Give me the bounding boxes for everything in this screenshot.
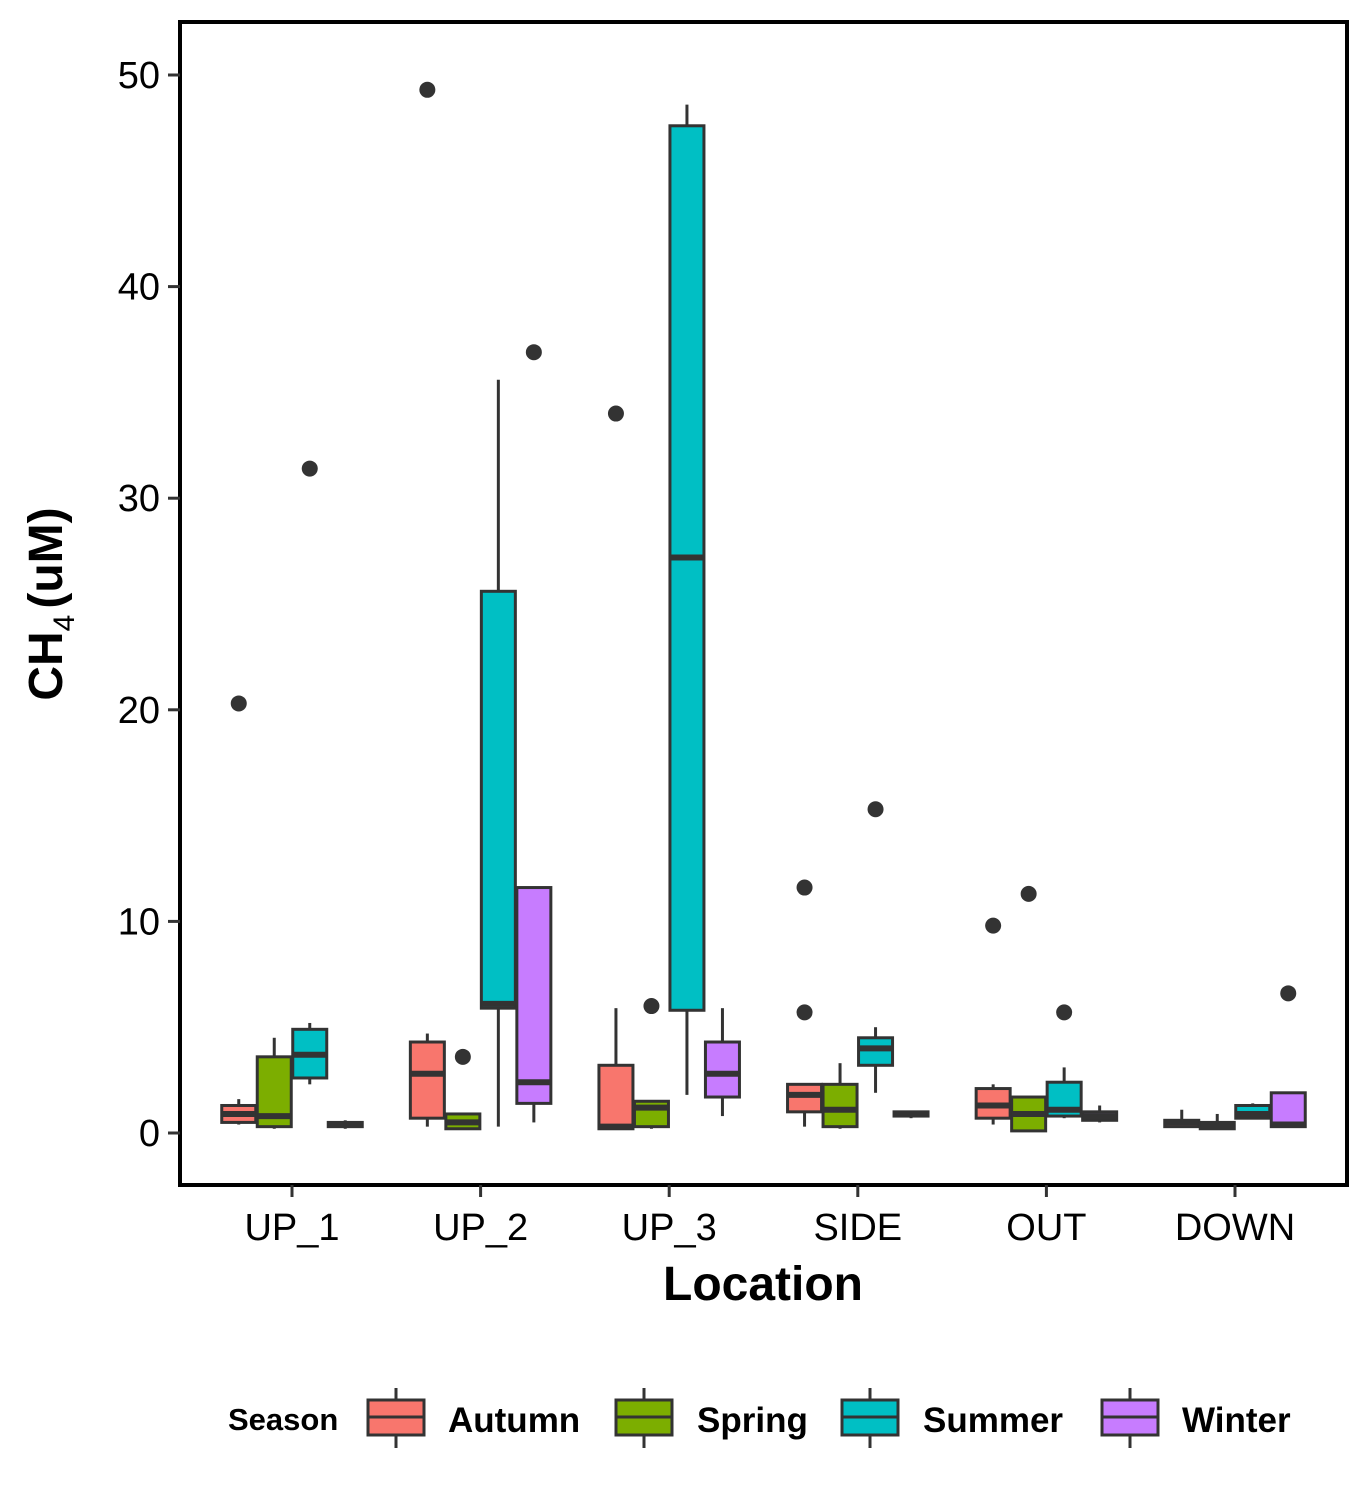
box-winter-up_1 [326,1120,364,1129]
outlier-point [796,879,813,896]
legend: Season Autumn Spring Summer Winter [228,1388,1291,1448]
box-spring-down [1198,1113,1236,1131]
box-summer-side [857,801,895,1093]
box-spring-up_1 [255,1037,293,1129]
box-autumn-up_1 [220,695,258,1125]
box-winter-up_2 [515,344,553,1123]
outlier-point [230,695,247,712]
x-tick-label: DOWN [1175,1207,1295,1249]
box-summer-up_2 [479,379,517,1127]
box-iqr [786,1082,824,1114]
box-iqr [857,1036,895,1067]
outlier-point [867,801,884,818]
box-autumn-up_3 [597,405,635,1131]
x-tick-label: OUT [1006,1207,1086,1249]
box-spring-out [1010,885,1048,1133]
box-winter-down [1269,985,1307,1129]
plot-frame [178,20,1349,1187]
box-spring-up_3 [632,998,670,1129]
box-iqr [408,1040,446,1120]
outlier-point [419,81,436,98]
y-tick-label: 40 [118,267,160,309]
x-tick-label: UP_2 [433,1207,528,1249]
outlier-point [985,917,1002,934]
box-iqr [479,589,517,1010]
outlier-point [525,344,542,361]
outlier-point [454,1048,471,1065]
x-tick-label: UP_1 [244,1207,339,1249]
plot-area [220,81,1307,1133]
x-tick-label: SIDE [813,1207,902,1249]
box-summer-down [1234,1103,1272,1120]
box-winter-out [1081,1105,1119,1123]
legend-item-summer: Summer [840,1388,1063,1448]
legend-item-autumn: Autumn [366,1388,580,1448]
legend-label: Spring [697,1401,808,1440]
box-autumn-side [786,879,824,1127]
y-axis-title: CH4 (uM) [20,507,81,700]
box-summer-up_3 [668,104,706,1095]
y-tick-label: 0 [139,1113,160,1155]
y-tick-label: 50 [118,55,160,97]
box-iqr [821,1082,859,1129]
outlier-point [1280,985,1297,1002]
legend-label: Summer [923,1401,1063,1440]
outlier-point [1020,885,1037,902]
y-tick-label: 10 [118,901,160,943]
box-spring-side [821,1063,859,1129]
box-iqr [703,1040,741,1099]
box-winter-side [892,1110,930,1119]
legend-label: Autumn [448,1401,580,1440]
outlier-point [301,460,318,477]
legend-label: Winter [1182,1401,1291,1440]
y-tick-label: 20 [118,690,160,732]
y-axis-title-subscript: 4 [48,615,81,632]
box-summer-up_1 [291,460,329,1085]
box-winter-up_3 [703,1008,741,1117]
x-axis-title: Location [663,1258,863,1311]
outlier-point [643,998,660,1015]
x-axis: UP_1 UP_2 UP_3 SIDE OUT DOWN [244,1185,1295,1249]
legend-item-winter: Winter [1100,1388,1291,1448]
box-iqr [668,124,706,1012]
box-autumn-up_2 [408,81,446,1127]
legend-title: Season [228,1402,338,1437]
x-tick-label: UP_3 [622,1207,717,1249]
y-axis: 0 10 20 30 40 50 [118,55,180,1155]
box-spring-up_2 [444,1048,482,1131]
legend-item-spring: Spring [614,1388,808,1448]
outlier-point [1056,1004,1073,1021]
outlier-point [796,1004,813,1021]
y-tick-label: 30 [118,478,160,520]
box-autumn-out [974,917,1012,1125]
box-iqr [597,1063,635,1131]
y-axis-title-main: CH [20,631,73,700]
outlier-point [607,405,624,422]
box-iqr [515,886,553,1105]
box-summer-out [1045,1004,1083,1119]
y-axis-title-unit: (uM) [20,507,73,608]
